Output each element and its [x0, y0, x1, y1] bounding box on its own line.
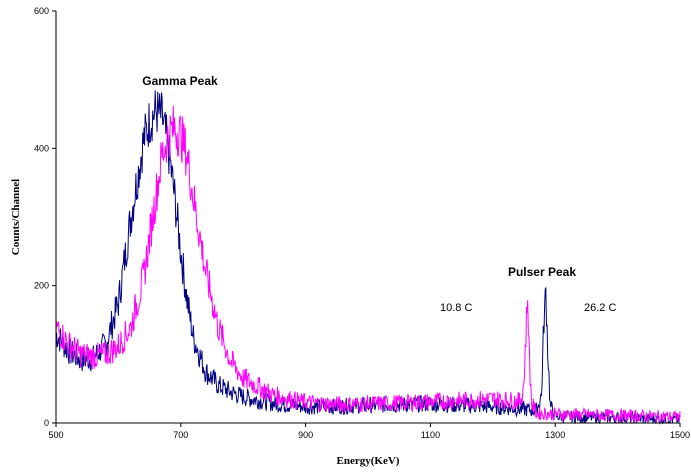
- y-tick-label: 400: [34, 143, 49, 153]
- x-tick-label: 1500: [670, 430, 690, 440]
- series-line-blue: [55, 90, 681, 425]
- axes-layer: 0 200 400 600 500 700 900 1100 1300 1500: [34, 6, 690, 440]
- annotation-pulser-peak: Pulser Peak: [508, 265, 576, 279]
- x-tick-label: 900: [298, 430, 313, 440]
- y-tick-label: 200: [34, 281, 49, 291]
- y-tick-label: 0: [44, 418, 49, 428]
- y-tick-label: 600: [34, 6, 49, 16]
- x-axis-title: Energy(KeV): [337, 455, 400, 467]
- x-tick-label: 700: [173, 430, 188, 440]
- annotation-temp-10-8: 10.8 C: [440, 302, 472, 314]
- x-tick-label: 1100: [421, 430, 440, 440]
- annotation-gamma-peak: Gamma Peak: [142, 74, 218, 88]
- x-tick-label: 1300: [545, 430, 565, 440]
- annotation-temp-26-2: 26.2 C: [584, 302, 616, 314]
- y-axis-title: Counts/Channel: [10, 179, 22, 255]
- x-tick-label: 500: [48, 430, 63, 440]
- series-line-magenta: [55, 105, 681, 424]
- series-layer: [55, 90, 681, 425]
